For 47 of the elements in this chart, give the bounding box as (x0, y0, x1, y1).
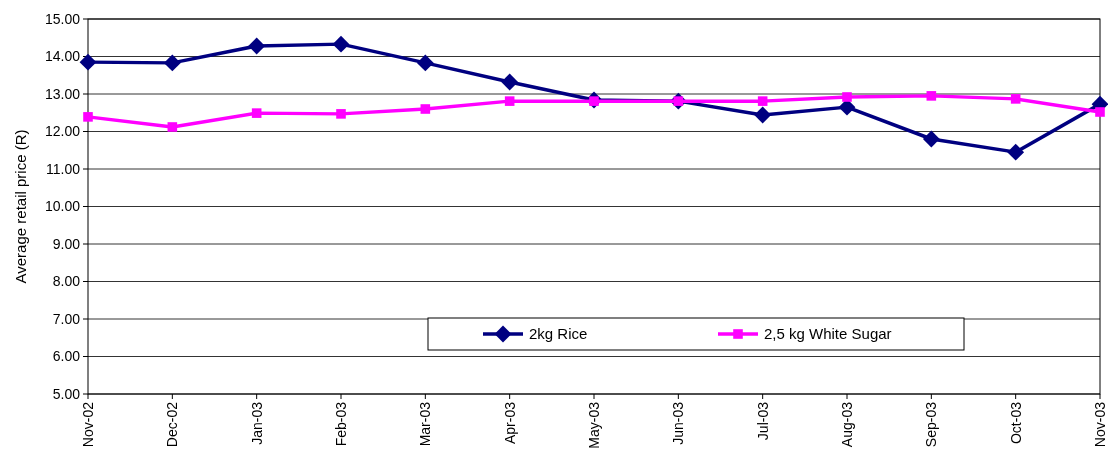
legend-label: 2kg Rice (529, 325, 588, 343)
point (757, 96, 768, 106)
point (922, 130, 940, 148)
point (504, 96, 515, 106)
point (420, 104, 431, 114)
point (1095, 107, 1105, 117)
y-tick-label: 5.00 (52, 385, 81, 402)
x-tick-label: Jul-03 (754, 401, 771, 441)
x-tick-label: Oct-03 (1007, 401, 1024, 445)
x-tick-label: Feb-03 (333, 401, 349, 447)
x-tick-label: Nov-02 (80, 401, 96, 448)
y-tick-label: 6.00 (52, 348, 81, 365)
x-tick-label: Jan-03 (248, 401, 265, 445)
x-tick-label: Nov-03 (1092, 401, 1108, 448)
x-tick-label: Mar-03 (417, 401, 434, 447)
y-tick-label: 10.00 (44, 198, 81, 215)
point (501, 73, 519, 91)
point (248, 37, 266, 55)
y-tick-label: 8.00 (52, 273, 81, 290)
point (416, 54, 434, 72)
point (79, 53, 97, 71)
point (332, 35, 350, 53)
x-tick-label: Sep-03 (923, 401, 940, 448)
point (336, 109, 346, 119)
y-tick-label: 12.00 (44, 123, 81, 140)
x-tick-label: Apr-03 (501, 401, 518, 445)
point (251, 108, 262, 118)
y-tick-label: 15.00 (44, 10, 81, 27)
point (926, 91, 937, 101)
point (83, 112, 93, 122)
point (163, 54, 181, 72)
x-tick-label: Dec-02 (164, 401, 181, 448)
point (1007, 143, 1025, 161)
x-tick-label: Jun-03 (670, 401, 687, 445)
legend-label: 2,5 kg White Sugar (764, 325, 892, 343)
y-tick-label: 7.00 (52, 310, 81, 327)
point (167, 122, 178, 132)
y-tick-label: 14.00 (44, 48, 81, 65)
x-tick-label: Aug-03 (839, 401, 855, 448)
y-tick-label: 11.00 (46, 160, 81, 177)
point (842, 92, 852, 102)
y-axis-title: Average retail price (R) (12, 129, 29, 284)
point (754, 106, 772, 124)
x-tick-label: May-03 (586, 401, 602, 449)
y-tick-label: 13.00 (44, 85, 81, 102)
y-tick-label: 9.00 (52, 235, 81, 252)
point (1010, 94, 1021, 104)
